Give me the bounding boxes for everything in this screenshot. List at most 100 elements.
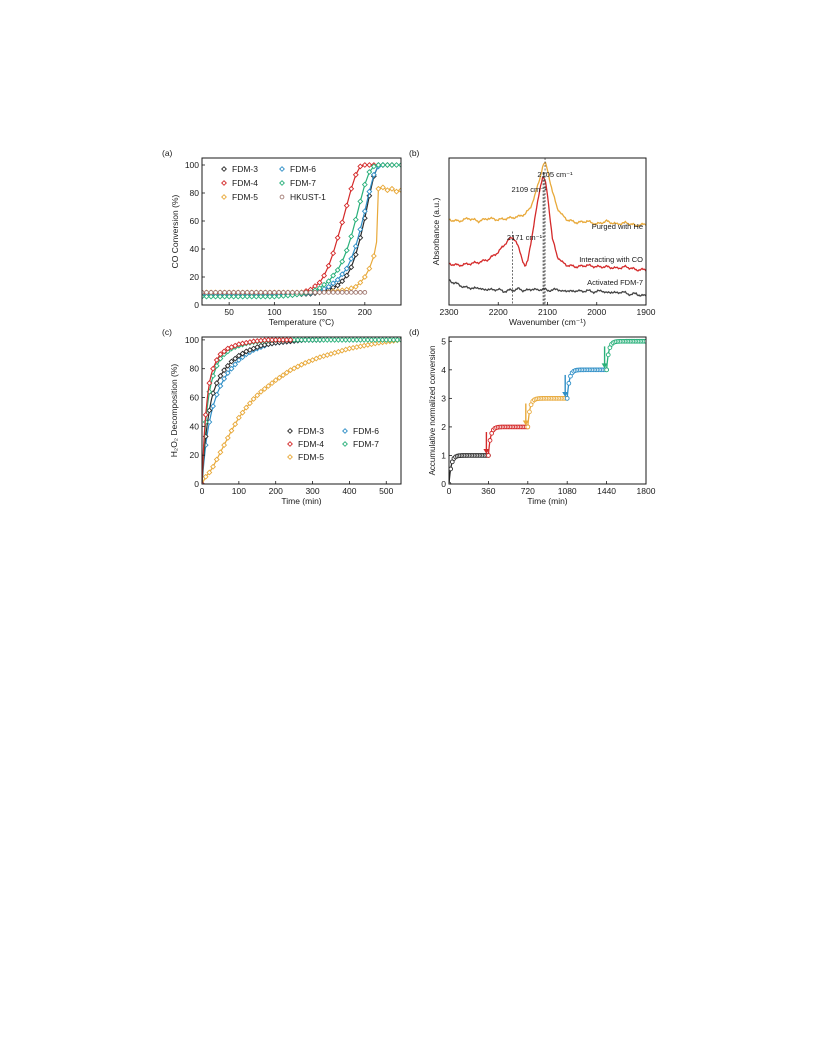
spectrum-line [449, 176, 646, 272]
data-point [362, 290, 368, 295]
data-point [393, 162, 400, 168]
x-tick-label: 100 [267, 307, 281, 317]
data-point [272, 377, 279, 384]
x-tick-label: 1440 [597, 486, 616, 496]
data-point [275, 293, 282, 300]
legend-marker [221, 194, 227, 200]
x-tick-label: 2200 [489, 307, 508, 317]
data-point [208, 290, 214, 295]
data-point [228, 358, 235, 365]
data-point [253, 290, 259, 295]
data-point [389, 162, 395, 168]
data-point [370, 253, 377, 259]
data-point [348, 290, 354, 295]
data-point [398, 337, 401, 343]
data-point [217, 383, 224, 389]
addition-arrowhead [562, 391, 569, 397]
panel-c: 0 100 200 300 400 500 0 20 40 60 80 100 Time (min) H₂… [162, 327, 402, 506]
data-point [339, 290, 345, 295]
data-point [375, 185, 382, 192]
data-point [222, 290, 227, 295]
legend-label: FDM-3 [298, 426, 324, 436]
segment-1 [449, 453, 491, 484]
data-point [384, 162, 391, 168]
data-point [344, 290, 350, 295]
segment-4 [564, 367, 609, 401]
data-point [206, 380, 213, 387]
x-tick-label: 720 [521, 486, 535, 496]
data-point [389, 185, 395, 192]
data-point [232, 361, 239, 368]
legend-label: FDM-6 [290, 164, 316, 174]
data-point [235, 352, 242, 359]
x-axis-label: Time (min) [527, 496, 567, 506]
data-point [239, 293, 246, 300]
data-point [357, 290, 363, 295]
data-point [334, 282, 341, 289]
data-point [343, 247, 350, 254]
data-point [352, 216, 359, 223]
spectra [449, 158, 646, 305]
data-point [258, 388, 264, 395]
data-point [269, 380, 275, 387]
data-point [226, 290, 232, 295]
y-tick-label: 100 [185, 160, 199, 170]
x-tick-label: 400 [342, 486, 356, 496]
data-point [228, 427, 235, 434]
data-point [281, 290, 286, 295]
legend-marker [279, 166, 285, 172]
data-point [276, 290, 282, 295]
data-point [272, 290, 277, 295]
y-axis-label: H₂O₂ Decomposition (%) [169, 364, 179, 458]
x-tick-label: 50 [224, 307, 234, 317]
data-point [230, 293, 237, 300]
panel-b: 2300 2200 2100 2000 1900 Wavenumber (cm⁻¹) Abs… [409, 148, 656, 327]
data-point [384, 187, 391, 194]
data-point [398, 187, 401, 194]
data-point [262, 293, 269, 300]
data-point [366, 265, 373, 272]
data-point [202, 411, 209, 418]
data-point [339, 278, 346, 285]
y-tick-label: 1 [441, 450, 446, 460]
data-point [250, 396, 257, 402]
x-tick-label: 0 [200, 486, 205, 496]
addition-arrowhead [522, 420, 529, 426]
y-tick-label: 80 [190, 188, 200, 198]
x-tick-label: 1080 [558, 486, 577, 496]
peak-annotation: 2109 cm⁻¹ [511, 185, 547, 194]
data-point [352, 171, 359, 178]
data-point [525, 424, 531, 430]
legend-marker [287, 454, 293, 460]
panel-label: (d) [409, 327, 420, 337]
data-point [379, 162, 386, 168]
legend-label: FDM-3 [232, 164, 258, 174]
data-point [224, 362, 231, 369]
x-tick-label: 1800 [637, 486, 656, 496]
data-point [246, 400, 253, 407]
data-point [334, 276, 341, 283]
legend-marker [287, 441, 293, 447]
series-fdm-4 [202, 337, 294, 484]
data-point [298, 361, 305, 368]
legend-label: FDM-4 [232, 178, 258, 188]
data-point [366, 169, 373, 175]
data-point [210, 403, 216, 410]
curve-label: Activated FDM-7 [587, 278, 643, 287]
data-point [303, 290, 309, 295]
data-point [348, 255, 355, 262]
data-point [321, 290, 327, 295]
y-tick-label: 0 [194, 300, 199, 310]
data-point [244, 290, 250, 295]
data-point [232, 355, 239, 362]
legend-marker [279, 180, 285, 186]
data-point [206, 407, 213, 414]
data-point [213, 456, 220, 463]
data-point [348, 264, 355, 271]
y-tick-label: 20 [190, 450, 200, 460]
y-axis-label: CO Conversion (%) [170, 194, 180, 268]
data-point [330, 272, 337, 279]
plot-frame [201, 336, 402, 485]
